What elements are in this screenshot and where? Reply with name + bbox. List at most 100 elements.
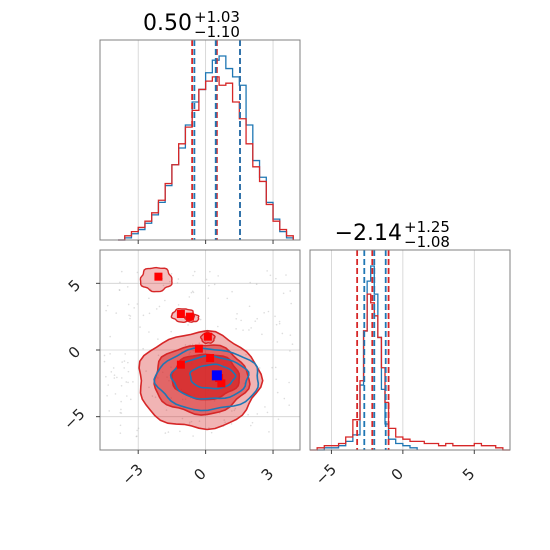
- hist-panel-top-left-title: 0.50 +1.03−1.10: [143, 8, 240, 41]
- scatter-point: [142, 347, 144, 350]
- hist-panel-top-left: [99, 39, 301, 244]
- scatter-point: [192, 274, 194, 277]
- scatter-point: [164, 432, 167, 434]
- scatter-point: [209, 270, 211, 273]
- red-marker-1: [176, 310, 185, 318]
- scatter-point: [208, 284, 210, 287]
- scatter-point: [155, 308, 158, 310]
- scatter-point: [108, 410, 111, 412]
- scatter-point: [256, 413, 259, 415]
- scatter-point: [170, 272, 173, 275]
- scatter-point: [275, 277, 277, 280]
- scatter-point: [107, 384, 110, 386]
- scatter-point: [170, 330, 172, 333]
- red-marker-6: [176, 360, 185, 369]
- scatter-point: [217, 275, 219, 277]
- scatter-point: [207, 297, 210, 300]
- scatter-point: [162, 284, 165, 287]
- scatter-point: [254, 320, 257, 322]
- scatter-point: [249, 281, 251, 284]
- scatter-point: [208, 427, 210, 429]
- scatter-point: [289, 350, 291, 352]
- scatter-point: [190, 291, 193, 294]
- scatter-point: [145, 370, 147, 372]
- contour-xtick-label-2: 3: [258, 465, 277, 484]
- scatter-point: [136, 429, 138, 432]
- contour-ytick-label-2: −5: [60, 405, 88, 433]
- scatter-point: [192, 435, 194, 437]
- scatter-point: [105, 375, 107, 378]
- scatter-point: [109, 353, 111, 355]
- red-marker-0: [154, 272, 163, 281]
- scatter-point: [136, 303, 139, 305]
- blue-contour-outer: [153, 347, 260, 412]
- scatter-point: [157, 338, 159, 340]
- scatter-point: [129, 317, 131, 320]
- scatter-point: [288, 404, 290, 406]
- scatter-point: [116, 376, 118, 379]
- scatter-point: [224, 421, 226, 424]
- scatter-point: [112, 367, 115, 369]
- scatter-point: [103, 354, 106, 357]
- scatter-point: [199, 318, 202, 321]
- scatter-point: [274, 315, 276, 318]
- hist-panel-bottom-right-xtick-label-2: 5: [459, 465, 478, 484]
- scatter-point: [226, 297, 229, 300]
- scatter-point: [136, 435, 138, 437]
- scatter-point: [275, 378, 277, 381]
- scatter-point: [148, 386, 150, 389]
- scatter-point: [115, 312, 118, 314]
- scatter-point: [290, 302, 292, 305]
- scatter-point: [137, 427, 140, 430]
- hist-panel-bottom-right-xtick-label-0: −5: [312, 460, 340, 488]
- scatter-point: [235, 317, 238, 320]
- scatter-point: [176, 282, 179, 284]
- scatter-point: [119, 424, 122, 427]
- scatter-point: [120, 408, 122, 411]
- hist-panel-top-left-series-red: [117, 76, 294, 241]
- scatter-point: [277, 418, 280, 420]
- contour-xtick-label-0: −3: [118, 460, 146, 488]
- scatter-point: [142, 314, 145, 317]
- scatter-point: [256, 317, 259, 320]
- scatter-point: [177, 304, 180, 306]
- scatter-point: [190, 420, 193, 423]
- scatter-point: [157, 354, 160, 357]
- hist-panel-bottom-right-frame: [309, 249, 511, 451]
- scatter-point: [191, 290, 194, 293]
- scatter-point: [136, 271, 139, 274]
- scatter-point: [276, 341, 279, 343]
- scatter-point: [233, 409, 236, 412]
- scatter-point: [247, 413, 249, 416]
- scatter-point: [223, 419, 226, 421]
- hist-panel-bottom-right-title: −2.14 +1.25−1.08: [335, 218, 450, 251]
- scatter-point: [291, 343, 294, 345]
- scatter-point: [274, 366, 277, 369]
- hist-panel-top-left-title-value: 0.50: [143, 11, 192, 36]
- scatter-point: [126, 395, 128, 397]
- scatter-point: [281, 332, 284, 335]
- scatter-point: [193, 270, 196, 273]
- scatter-point: [120, 400, 122, 403]
- contour-xtick-label-1: 0: [190, 465, 209, 484]
- scatter-point: [120, 270, 123, 273]
- contour-panel: [96, 249, 301, 454]
- scatter-point: [198, 420, 201, 422]
- scatter-point: [250, 327, 252, 329]
- scatter-point: [278, 320, 281, 323]
- scatter-point: [127, 303, 130, 306]
- contour-ytick-label-1: 0: [65, 343, 84, 362]
- scatter-point: [267, 310, 270, 313]
- scatter-point: [245, 353, 247, 356]
- scatter-point: [217, 325, 219, 328]
- hist-panel-bottom-right-title-value: −2.14: [335, 221, 402, 246]
- scatter-point: [248, 329, 250, 331]
- scatter-point: [236, 312, 238, 315]
- scatter-point: [127, 381, 129, 384]
- red-marker-4: [194, 344, 203, 353]
- scatter-point: [242, 329, 244, 331]
- scatter-point: [132, 381, 134, 383]
- hist-panel-top-left-frame: [99, 39, 301, 241]
- scatter-point: [278, 322, 281, 325]
